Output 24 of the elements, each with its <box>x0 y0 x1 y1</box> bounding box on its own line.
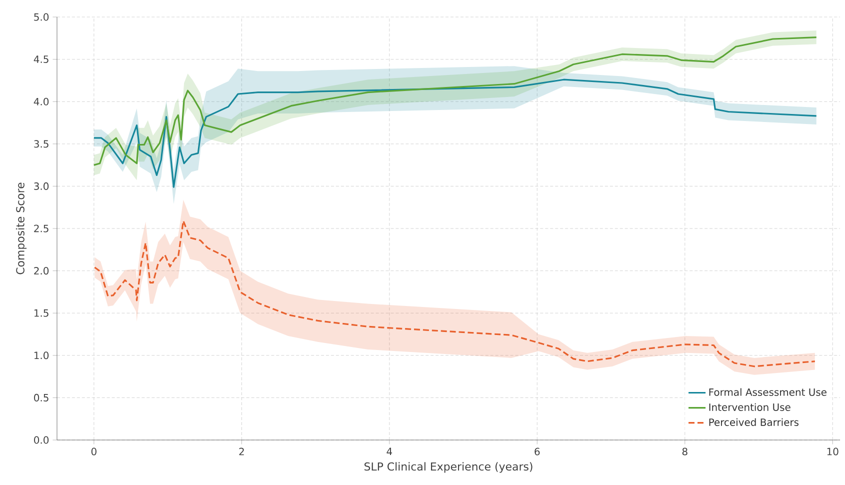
legend-label: Perceived Barriers <box>709 418 799 426</box>
x-tick-label: 2 <box>239 448 244 456</box>
y-tick-label: 5.0 <box>34 13 49 21</box>
y-tick-label: 1.0 <box>34 352 49 360</box>
y-tick-label: 2.5 <box>34 224 48 232</box>
y-tick-label: 4.0 <box>34 98 49 106</box>
x-tick-label: 0 <box>91 448 96 456</box>
legend-label: Intervention Use <box>709 403 790 411</box>
line-series <box>93 78 818 188</box>
x-axis-title: SLP Clinical Experience (years) <box>364 462 532 473</box>
y-tick-label: 3.5 <box>34 140 48 148</box>
y-tick-label: 1.5 <box>34 309 48 317</box>
y-tick-label: 4.5 <box>34 56 48 63</box>
y-tick-label: 3.0 <box>34 182 49 190</box>
line-series <box>94 220 816 368</box>
y-tick-label: 2.0 <box>34 267 49 275</box>
y-tick-label: 0.0 <box>34 436 49 444</box>
x-tick-label: 6 <box>534 448 540 456</box>
y-axis-title: Composite Score <box>16 182 27 274</box>
y-tick-label: 0.5 <box>34 394 48 402</box>
x-tick-label: 8 <box>682 448 688 456</box>
legend-label: Formal Assessment Use <box>709 388 826 396</box>
x-tick-label: 10 <box>827 448 838 456</box>
x-tick-label: 4 <box>386 448 392 456</box>
